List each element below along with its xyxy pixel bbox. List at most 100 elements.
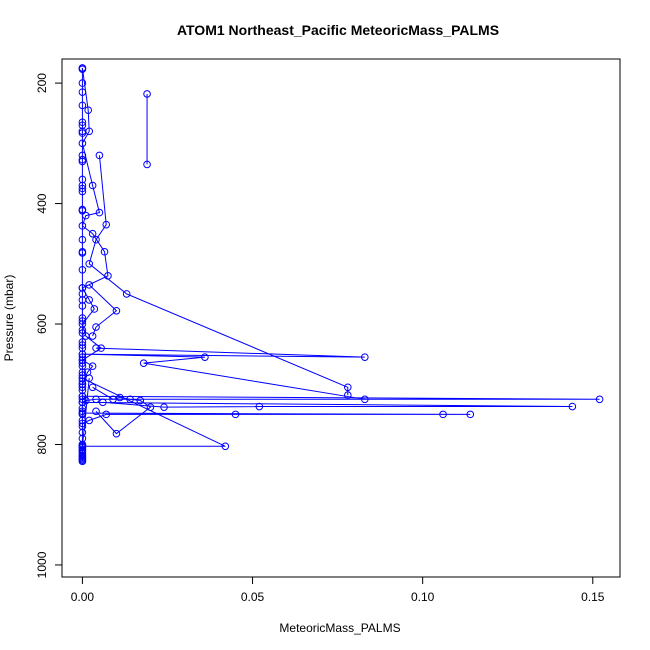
series-line: [82, 347, 365, 400]
y-axis: 200 400 600 800 1000: [35, 73, 63, 578]
data-point: [568, 402, 577, 411]
data-point: [78, 184, 87, 193]
data-point: [78, 302, 87, 310]
data-point: [78, 101, 87, 110]
data-point: [78, 64, 87, 72]
data-point: [95, 208, 104, 217]
series-layer: [78, 64, 604, 466]
data-point: [78, 386, 87, 395]
x-axis-label: MeteoricMass_PALMS: [279, 621, 400, 635]
data-point: [82, 211, 90, 220]
series-line: [81, 67, 109, 385]
data-point: [78, 249, 87, 257]
data-point: [109, 395, 117, 404]
series-line: [88, 284, 118, 337]
data-point: [78, 175, 87, 184]
y-tick-label: 400: [35, 193, 49, 213]
data-point: [78, 419, 87, 428]
data-point: [92, 323, 100, 331]
series-1: [78, 64, 112, 389]
data-point: [221, 442, 230, 451]
data-point: [78, 428, 87, 437]
series-8: [88, 383, 155, 438]
series-6: [78, 392, 604, 411]
data-point: [78, 344, 87, 352]
data-point: [136, 396, 145, 405]
data-point: [344, 383, 352, 392]
y-axis-label: Pressure (mbar): [2, 275, 16, 362]
data-point: [78, 398, 87, 407]
data-point: [78, 118, 87, 127]
data-point: [143, 160, 151, 169]
data-point: [255, 402, 264, 411]
series-3: [85, 151, 352, 399]
data-point: [78, 338, 87, 346]
chart-title: ATOM1 Northeast_Pacific MeteoricMass_PAL…: [177, 22, 499, 38]
data-point: [122, 290, 131, 298]
plot-frame: [61, 58, 621, 578]
data-point: [85, 374, 94, 383]
data-point: [85, 127, 94, 136]
x-axis: 0.00 0.05 0.10 0.15: [71, 576, 605, 604]
data-point: [201, 353, 209, 361]
series-line: [92, 386, 152, 435]
series-2: [143, 90, 151, 169]
data-point: [78, 121, 87, 130]
data-point: [92, 407, 100, 416]
series-line: [81, 377, 226, 447]
series-line: [82, 395, 600, 408]
data-point: [78, 442, 87, 451]
data-point: [84, 106, 92, 114]
data-point: [78, 362, 87, 370]
y-tick-label: 800: [35, 434, 49, 454]
series-4: [85, 281, 121, 340]
data-point: [143, 90, 151, 98]
y-tick-label: 1000: [35, 551, 49, 578]
data-point: [78, 187, 87, 196]
data-point: [78, 235, 87, 244]
data-point: [78, 326, 87, 334]
data-point: [439, 410, 447, 419]
x-tick-label: 0.05: [241, 590, 265, 604]
data-point: [88, 383, 97, 392]
y-tick-label: 200: [35, 73, 49, 93]
series-5: [78, 344, 369, 404]
data-point: [102, 410, 111, 419]
data-point: [78, 356, 87, 364]
data-point: [99, 398, 107, 407]
data-point: [85, 281, 94, 289]
data-point: [78, 266, 87, 274]
data-point: [100, 247, 109, 256]
data-point: [88, 229, 97, 238]
data-point: [95, 151, 104, 160]
series-line: [88, 155, 349, 396]
data-point: [78, 129, 87, 137]
data-point: [78, 139, 87, 148]
data-point: [78, 181, 87, 190]
data-point: [78, 222, 87, 230]
data-point: [78, 320, 87, 328]
series-line: [82, 412, 471, 424]
x-tick-label: 0.10: [411, 590, 435, 604]
data-point: [78, 380, 87, 389]
data-point: [85, 416, 94, 425]
data-point: [78, 350, 87, 358]
data-point: [595, 395, 604, 404]
data-point: [344, 391, 352, 399]
data-point: [78, 368, 87, 377]
data-point: [78, 341, 87, 349]
data-point: [231, 410, 240, 419]
data-point: [78, 284, 87, 292]
data-point: [102, 220, 111, 229]
data-point: [92, 395, 100, 404]
data-point: [112, 429, 121, 438]
series-9: [78, 374, 230, 451]
data-point: [88, 181, 97, 190]
data-point: [88, 362, 97, 370]
data-point: [85, 296, 94, 304]
data-point: [92, 344, 100, 352]
data-point: [139, 359, 148, 367]
data-point: [90, 305, 99, 313]
data-point: [361, 353, 369, 361]
